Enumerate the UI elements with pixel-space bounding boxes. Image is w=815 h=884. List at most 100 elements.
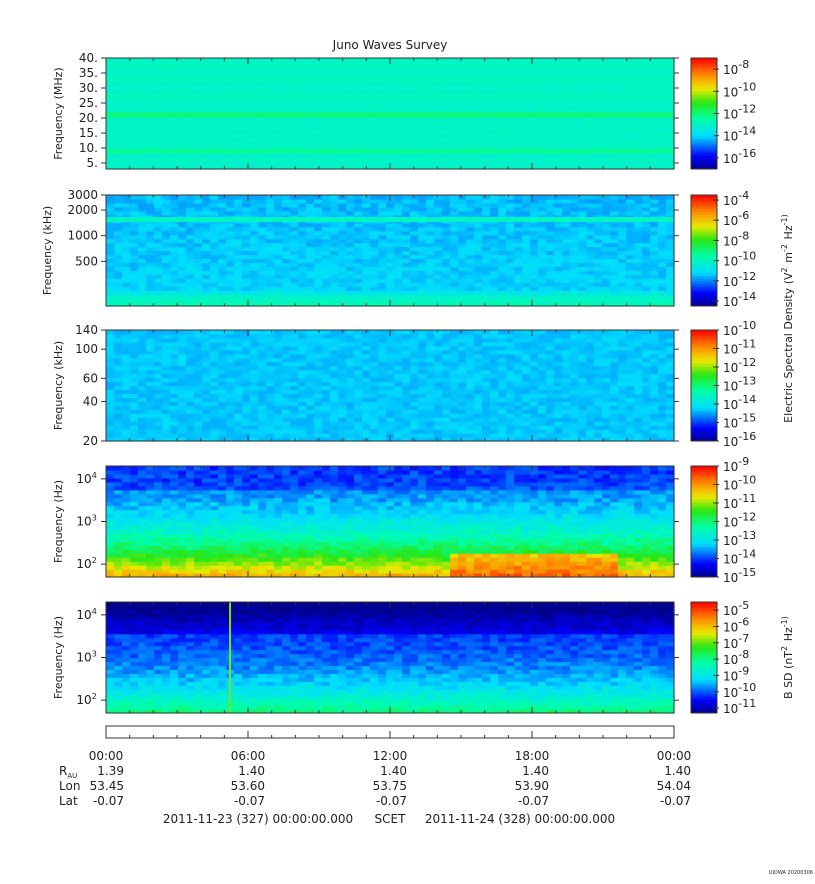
spectrogram-cell (274, 161, 283, 166)
spectrogram-cell (138, 270, 147, 275)
spectrogram-cell (450, 231, 459, 236)
spectrogram-cell (426, 157, 435, 162)
spectrogram-cell (354, 378, 363, 383)
spectrogram-cell (274, 405, 283, 410)
spectrogram-cell (138, 346, 147, 351)
spectrogram-cell (138, 227, 147, 232)
spectrogram-cell (426, 195, 435, 200)
spectrogram-cell (514, 82, 523, 87)
spectrogram-cell (578, 82, 587, 87)
spectrogram-cell (362, 286, 371, 291)
spectrogram-cell (138, 358, 147, 363)
spectrogram-cell (186, 207, 195, 212)
spectrogram-cell (554, 199, 563, 204)
spectrogram-cell (138, 429, 147, 434)
spectrogram-cell (418, 203, 427, 208)
spectrogram-cell (138, 389, 147, 394)
spectrogram-cell (306, 278, 315, 283)
spectrogram-cell (274, 378, 283, 383)
spectrogram-cell (490, 243, 499, 248)
spectrogram-cell (314, 405, 323, 410)
spectrogram-cell (634, 290, 643, 295)
spectrogram-cell (106, 82, 115, 87)
spectrogram-cell (122, 334, 131, 339)
spectrogram-cell (250, 346, 259, 351)
spectrogram-cell (434, 262, 443, 267)
spectrogram-cell (314, 199, 323, 204)
spectrogram-cell (162, 251, 171, 256)
spectrogram-cell (570, 157, 579, 162)
spectrogram-cell (138, 141, 147, 146)
spectrogram-cell (122, 362, 131, 367)
spectrogram-cell (274, 278, 283, 283)
spectrogram-cell (370, 102, 379, 107)
spectrogram-cell (114, 401, 123, 406)
spectrogram-cell (546, 90, 555, 95)
spectrogram-cell (122, 346, 131, 351)
spectrogram-cell (586, 282, 595, 287)
spectrogram-cell (370, 258, 379, 263)
spectrogram-cell (322, 161, 331, 166)
spectrogram-cell (218, 125, 227, 130)
spectrogram-cell (466, 278, 475, 283)
spectrogram-cell (434, 125, 443, 130)
spectrogram-cell (474, 239, 483, 244)
spectrogram-cell (266, 330, 275, 335)
spectrogram-cell (274, 58, 283, 63)
spectrogram-cell (250, 231, 259, 236)
spectrogram-cell (242, 223, 251, 228)
spectrogram-cell (298, 153, 307, 158)
spectrogram-cell (170, 231, 179, 236)
spectrogram-cell (330, 223, 339, 228)
spectrogram-cell (146, 247, 155, 252)
spectrogram-cell (274, 433, 283, 438)
spectrogram-cell (538, 203, 547, 208)
spectrogram-cell (514, 157, 523, 162)
spectrogram-cell (274, 346, 283, 351)
spectrogram-cell (338, 405, 347, 410)
spectrogram-cell (498, 231, 507, 236)
spectrogram-cell (178, 346, 187, 351)
spectrogram-cell (226, 70, 235, 75)
spectrogram-cell (514, 125, 523, 130)
spectrogram-cell (346, 382, 355, 387)
spectrogram-cell (106, 207, 115, 212)
spectrogram-cell (410, 286, 419, 291)
spectrogram-cell (274, 125, 283, 130)
spectrogram-cell (290, 278, 299, 283)
spectrogram-cell (258, 121, 267, 126)
spectrogram-cell (298, 231, 307, 236)
spectrogram-cell (666, 58, 675, 63)
spectrogram-cell (370, 397, 379, 402)
spectrogram-cell (250, 342, 259, 347)
spectrogram-cell (330, 153, 339, 158)
spectrogram-cell (210, 243, 219, 248)
spectrogram-cell (146, 413, 155, 418)
spectrogram-cell (658, 258, 667, 263)
spectrogram-cell (226, 125, 235, 130)
spectrogram-cell (666, 227, 675, 232)
spectrogram-cell (378, 203, 387, 208)
spectrogram-cell (218, 286, 227, 291)
spectrogram-cell (330, 278, 339, 283)
spectrogram-cell (410, 199, 419, 204)
spectrogram-cell (650, 211, 659, 216)
spectrogram-cell (546, 199, 555, 204)
y-tick-label: 40. (79, 51, 98, 65)
spectrogram-cell (266, 203, 275, 208)
spectrogram-cell (322, 393, 331, 398)
spectrogram-cell (458, 223, 467, 228)
spectrogram-cell (626, 258, 635, 263)
spectrogram-cell (378, 413, 387, 418)
spectrogram-cell (170, 282, 179, 287)
spectrogram-cell (658, 227, 667, 232)
spectrogram-cell (250, 207, 259, 212)
spectrogram-cell (322, 405, 331, 410)
spectrogram-cell (370, 243, 379, 248)
spectrogram-cell (226, 195, 235, 200)
spectrogram-cell (266, 334, 275, 339)
spectrogram-cell (618, 211, 627, 216)
spectrogram-cell (474, 251, 483, 256)
spectrogram-cell (642, 153, 651, 158)
spectrogram-cell (178, 262, 187, 267)
